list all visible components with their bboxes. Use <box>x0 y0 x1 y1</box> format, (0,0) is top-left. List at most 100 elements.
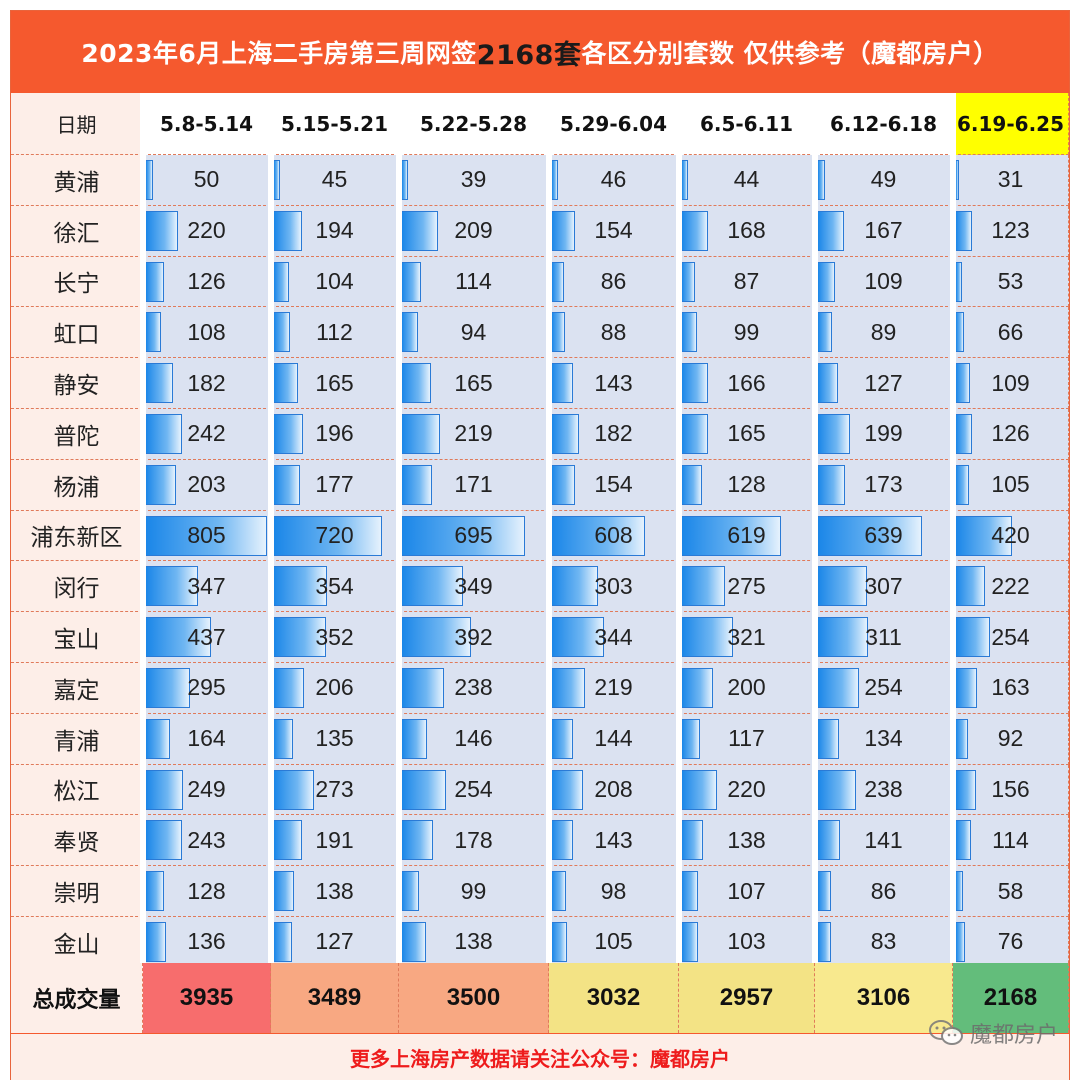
value-label: 420 <box>991 521 1030 548</box>
district-label: 浦东新区 <box>11 510 143 562</box>
value-label: 127 <box>315 928 354 955</box>
value-label: 103 <box>727 928 766 955</box>
value-label: 105 <box>991 471 1030 498</box>
value-cell: 238 <box>399 663 549 714</box>
value-cell: 220 <box>143 205 271 257</box>
value-cell: 135 <box>271 713 399 765</box>
value-cell: 321 <box>679 612 815 663</box>
value-label: 168 <box>727 217 766 244</box>
value-cell: 138 <box>271 866 399 917</box>
value-label: 167 <box>864 217 903 244</box>
district-label: 金山 <box>11 917 143 968</box>
page-title: 2023年6月上海二手房第三周网签 2168套 各区分别套数 仅供参考（魔都房户… <box>11 11 1069 93</box>
value-cell: 206 <box>271 663 399 714</box>
data-bar <box>681 210 709 251</box>
data-bar <box>145 668 190 708</box>
value-label: 44 <box>733 166 760 193</box>
data-bar <box>401 464 432 505</box>
data-bar <box>401 414 441 454</box>
value-label: 98 <box>600 877 627 904</box>
data-bar <box>145 414 182 454</box>
data-bar <box>551 617 604 658</box>
value-cell: 89 <box>815 307 953 359</box>
value-label: 437 <box>187 623 226 650</box>
value-cell: 107 <box>679 866 815 917</box>
value-label: 166 <box>727 369 766 396</box>
value-cell: 254 <box>815 663 953 714</box>
value-cell: 66 <box>953 307 1069 359</box>
value-label: 134 <box>864 725 903 752</box>
value-cell: 347 <box>143 561 271 613</box>
data-bar <box>401 668 444 708</box>
value-cell: 254 <box>953 612 1069 663</box>
value-label: 303 <box>594 572 633 599</box>
value-cell: 238 <box>815 764 953 816</box>
value-label: 182 <box>594 420 633 447</box>
value-cell: 53 <box>953 256 1069 308</box>
value-cell: 141 <box>815 815 953 867</box>
value-label: 86 <box>600 267 627 294</box>
value-label: 136 <box>187 928 226 955</box>
value-cell: 49 <box>815 155 953 206</box>
value-cell: 138 <box>679 815 815 867</box>
value-label: 208 <box>594 775 633 802</box>
value-cell: 112 <box>271 307 399 359</box>
value-label: 88 <box>600 318 627 345</box>
value-cell: 191 <box>271 815 399 867</box>
value-label: 354 <box>315 572 354 599</box>
value-label: 254 <box>991 623 1030 650</box>
value-cell: 128 <box>143 866 271 917</box>
value-label: 220 <box>187 217 226 244</box>
value-label: 53 <box>997 267 1024 294</box>
value-label: 123 <box>991 217 1030 244</box>
value-cell: 146 <box>399 713 549 765</box>
table-frame: 2023年6月上海二手房第三周网签 2168套 各区分别套数 仅供参考（魔都房户… <box>10 10 1070 1080</box>
value-cell: 103 <box>679 917 815 968</box>
value-label: 94 <box>460 318 487 345</box>
value-label: 66 <box>997 318 1024 345</box>
value-label: 143 <box>594 369 633 396</box>
title-highlight: 2168套 <box>476 39 582 71</box>
value-label: 238 <box>454 674 493 701</box>
value-label: 608 <box>594 521 633 548</box>
value-label: 695 <box>454 521 493 548</box>
value-cell: 303 <box>549 561 679 613</box>
value-label: 222 <box>991 572 1030 599</box>
value-cell: 136 <box>143 917 271 968</box>
district-label: 宝山 <box>11 612 143 663</box>
value-label: 58 <box>997 877 1024 904</box>
value-label: 220 <box>727 775 766 802</box>
value-cell: 619 <box>679 510 815 562</box>
data-bar <box>145 566 198 607</box>
value-cell: 154 <box>549 459 679 511</box>
value-label: 243 <box>187 826 226 853</box>
wechat-icon <box>928 1020 963 1045</box>
value-label: 89 <box>870 318 897 345</box>
value-cell: 109 <box>815 256 953 308</box>
value-label: 203 <box>187 471 226 498</box>
data-bar <box>817 464 846 505</box>
district-label: 黄浦 <box>11 155 143 206</box>
value-cell: 86 <box>815 866 953 917</box>
value-label: 126 <box>991 420 1030 447</box>
value-label: 46 <box>600 166 627 193</box>
value-cell: 199 <box>815 409 953 460</box>
total-value: 3500 <box>399 963 549 1033</box>
value-cell: 194 <box>271 205 399 257</box>
value-cell: 173 <box>815 459 953 511</box>
value-label: 194 <box>315 217 354 244</box>
column-separator <box>396 93 402 963</box>
total-value: 3032 <box>549 963 679 1033</box>
value-cell: 165 <box>399 358 549 409</box>
value-label: 144 <box>594 725 633 752</box>
value-cell: 105 <box>549 917 679 968</box>
value-label: 105 <box>594 928 633 955</box>
value-cell: 182 <box>143 358 271 409</box>
value-label: 254 <box>864 674 903 701</box>
total-label: 总成交量 <box>11 963 143 1033</box>
data-bar <box>401 515 526 556</box>
value-cell: 354 <box>271 561 399 613</box>
value-label: 619 <box>727 521 766 548</box>
value-cell: 86 <box>549 256 679 308</box>
value-label: 209 <box>454 217 493 244</box>
